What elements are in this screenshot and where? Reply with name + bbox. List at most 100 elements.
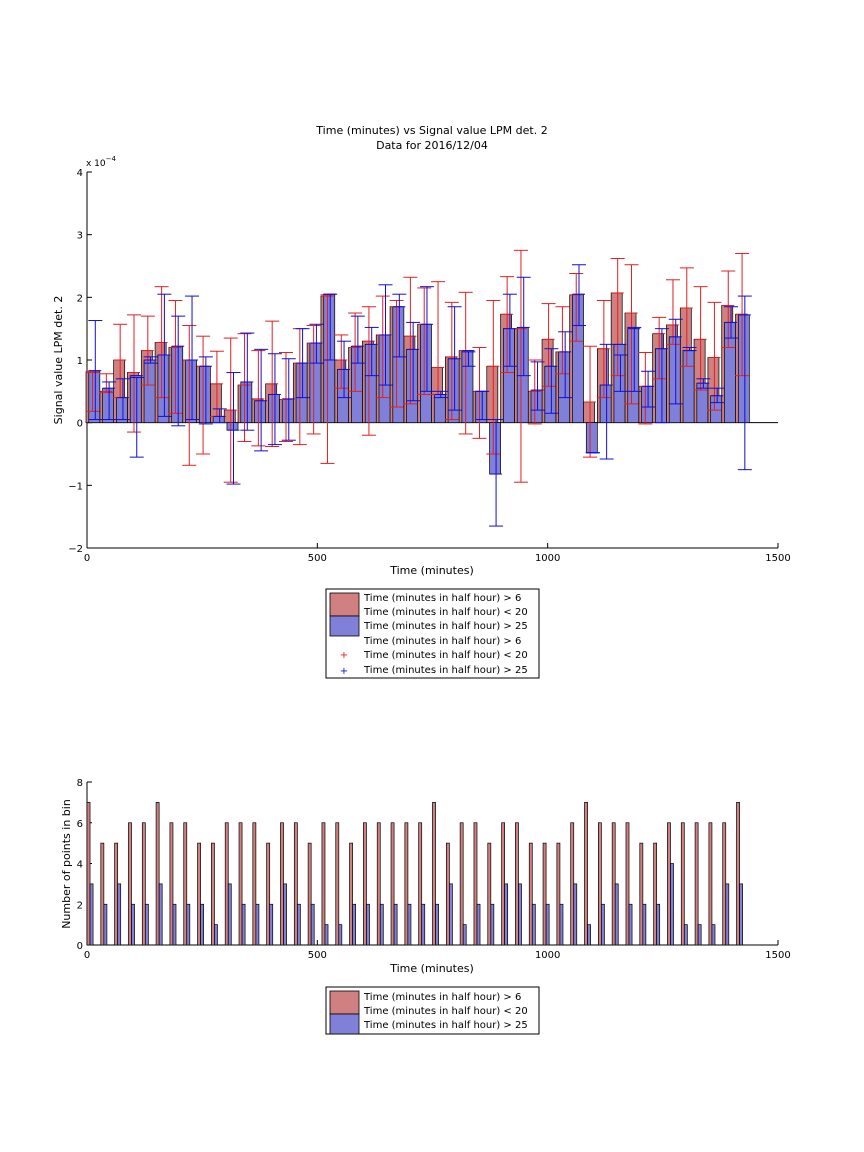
legend-entry: Time (minutes in half hour) > 25 (363, 665, 528, 676)
legend-entry: Time (minutes in half hour) > 6 (363, 593, 521, 604)
bar (421, 903, 426, 946)
bar (545, 903, 550, 946)
bar (461, 350, 474, 424)
bar (627, 328, 640, 424)
bar (376, 822, 381, 946)
bar (697, 924, 702, 946)
bar (224, 822, 229, 946)
bar (352, 903, 357, 946)
bar (587, 924, 591, 946)
bar (432, 802, 436, 946)
legend-entry: Time (minutes in half hour) < 20 (363, 607, 528, 618)
bar (350, 345, 363, 424)
bar (462, 924, 467, 946)
bar (185, 359, 197, 424)
legend-entry: Time (minutes in half hour) > 25 (363, 621, 528, 632)
x-axis-label: Time (minutes) (389, 962, 474, 975)
legend-entry: Time (minutes in half hour) > 6 (363, 992, 521, 1003)
bar (293, 822, 298, 946)
legend-box (325, 588, 540, 679)
chart-subtitle: Data for 2016/12/04 (376, 139, 488, 152)
bar (668, 336, 681, 424)
bar (363, 822, 367, 946)
bar (321, 822, 326, 946)
bar (613, 343, 626, 424)
legend-entry: Time (minutes in half hour) > 6 (363, 636, 521, 647)
bar (103, 903, 108, 946)
bar (157, 354, 170, 424)
x-tick-label: 1000 (535, 950, 560, 961)
bar (117, 883, 122, 946)
bar (449, 883, 453, 946)
bar (158, 883, 163, 946)
bar (531, 903, 536, 946)
bar (711, 924, 716, 946)
bar (680, 822, 685, 946)
bar (404, 822, 409, 946)
bar (100, 842, 105, 946)
bar (473, 822, 478, 946)
bar (379, 903, 384, 946)
y-tick-label: −2 (68, 544, 83, 555)
bar (628, 903, 633, 946)
bar (433, 394, 446, 424)
bottom-legend: Time (minutes in half hour) > 6 Time (mi… (325, 986, 540, 1035)
legend-entry: Time (minutes in half hour) < 20 (363, 1006, 528, 1017)
bar (214, 924, 218, 946)
x-tick-label: 0 (84, 553, 90, 564)
bar (516, 327, 529, 424)
legend-marker-blue: + (340, 666, 348, 677)
bar (269, 903, 274, 946)
bar (393, 903, 398, 946)
y-tick-label: 4 (77, 860, 83, 871)
bar (459, 822, 464, 946)
top-legend: + + Time (minutes in half hour) > 6 Time… (325, 588, 540, 679)
bar (625, 822, 630, 946)
bar (169, 822, 174, 946)
bar (266, 842, 271, 946)
bar (378, 334, 391, 424)
bar (172, 903, 177, 946)
bar (420, 323, 432, 424)
bar (708, 822, 713, 946)
chart-title: Time (minutes) vs Signal value LPM det. … (315, 124, 547, 137)
x-tick-label: 1500 (765, 950, 790, 961)
bar (724, 322, 736, 424)
bar (143, 359, 156, 424)
top-plot-area: 0 500 1000 1500 −2 −1 0 1 2 3 4 (68, 168, 790, 564)
bar (475, 390, 488, 424)
bar (655, 348, 667, 424)
bar (226, 422, 239, 431)
legend-swatch-red (329, 990, 360, 1015)
bar (696, 382, 709, 424)
bar (682, 350, 695, 424)
bar (129, 375, 142, 424)
bar (200, 903, 204, 946)
bar (390, 822, 395, 946)
bar (597, 822, 602, 946)
bar (144, 903, 149, 946)
bar (476, 903, 481, 946)
bar (309, 342, 322, 424)
bar (102, 387, 114, 424)
bar (186, 903, 191, 946)
bar (88, 370, 101, 424)
bar (583, 401, 595, 424)
y-tick-label: 3 (77, 231, 83, 242)
legend-box (325, 986, 540, 1035)
exponent-label: x 10−4 (86, 155, 117, 169)
bar (349, 842, 353, 946)
bar (323, 293, 336, 424)
bar (486, 365, 499, 424)
bar (366, 903, 370, 946)
bar (528, 842, 533, 946)
bar (736, 802, 740, 946)
bar (542, 842, 547, 946)
bar (198, 365, 211, 424)
bar (211, 842, 215, 946)
y-tick-label: −1 (68, 481, 83, 492)
bar (683, 924, 688, 946)
bar (197, 842, 201, 946)
bar (642, 903, 647, 946)
